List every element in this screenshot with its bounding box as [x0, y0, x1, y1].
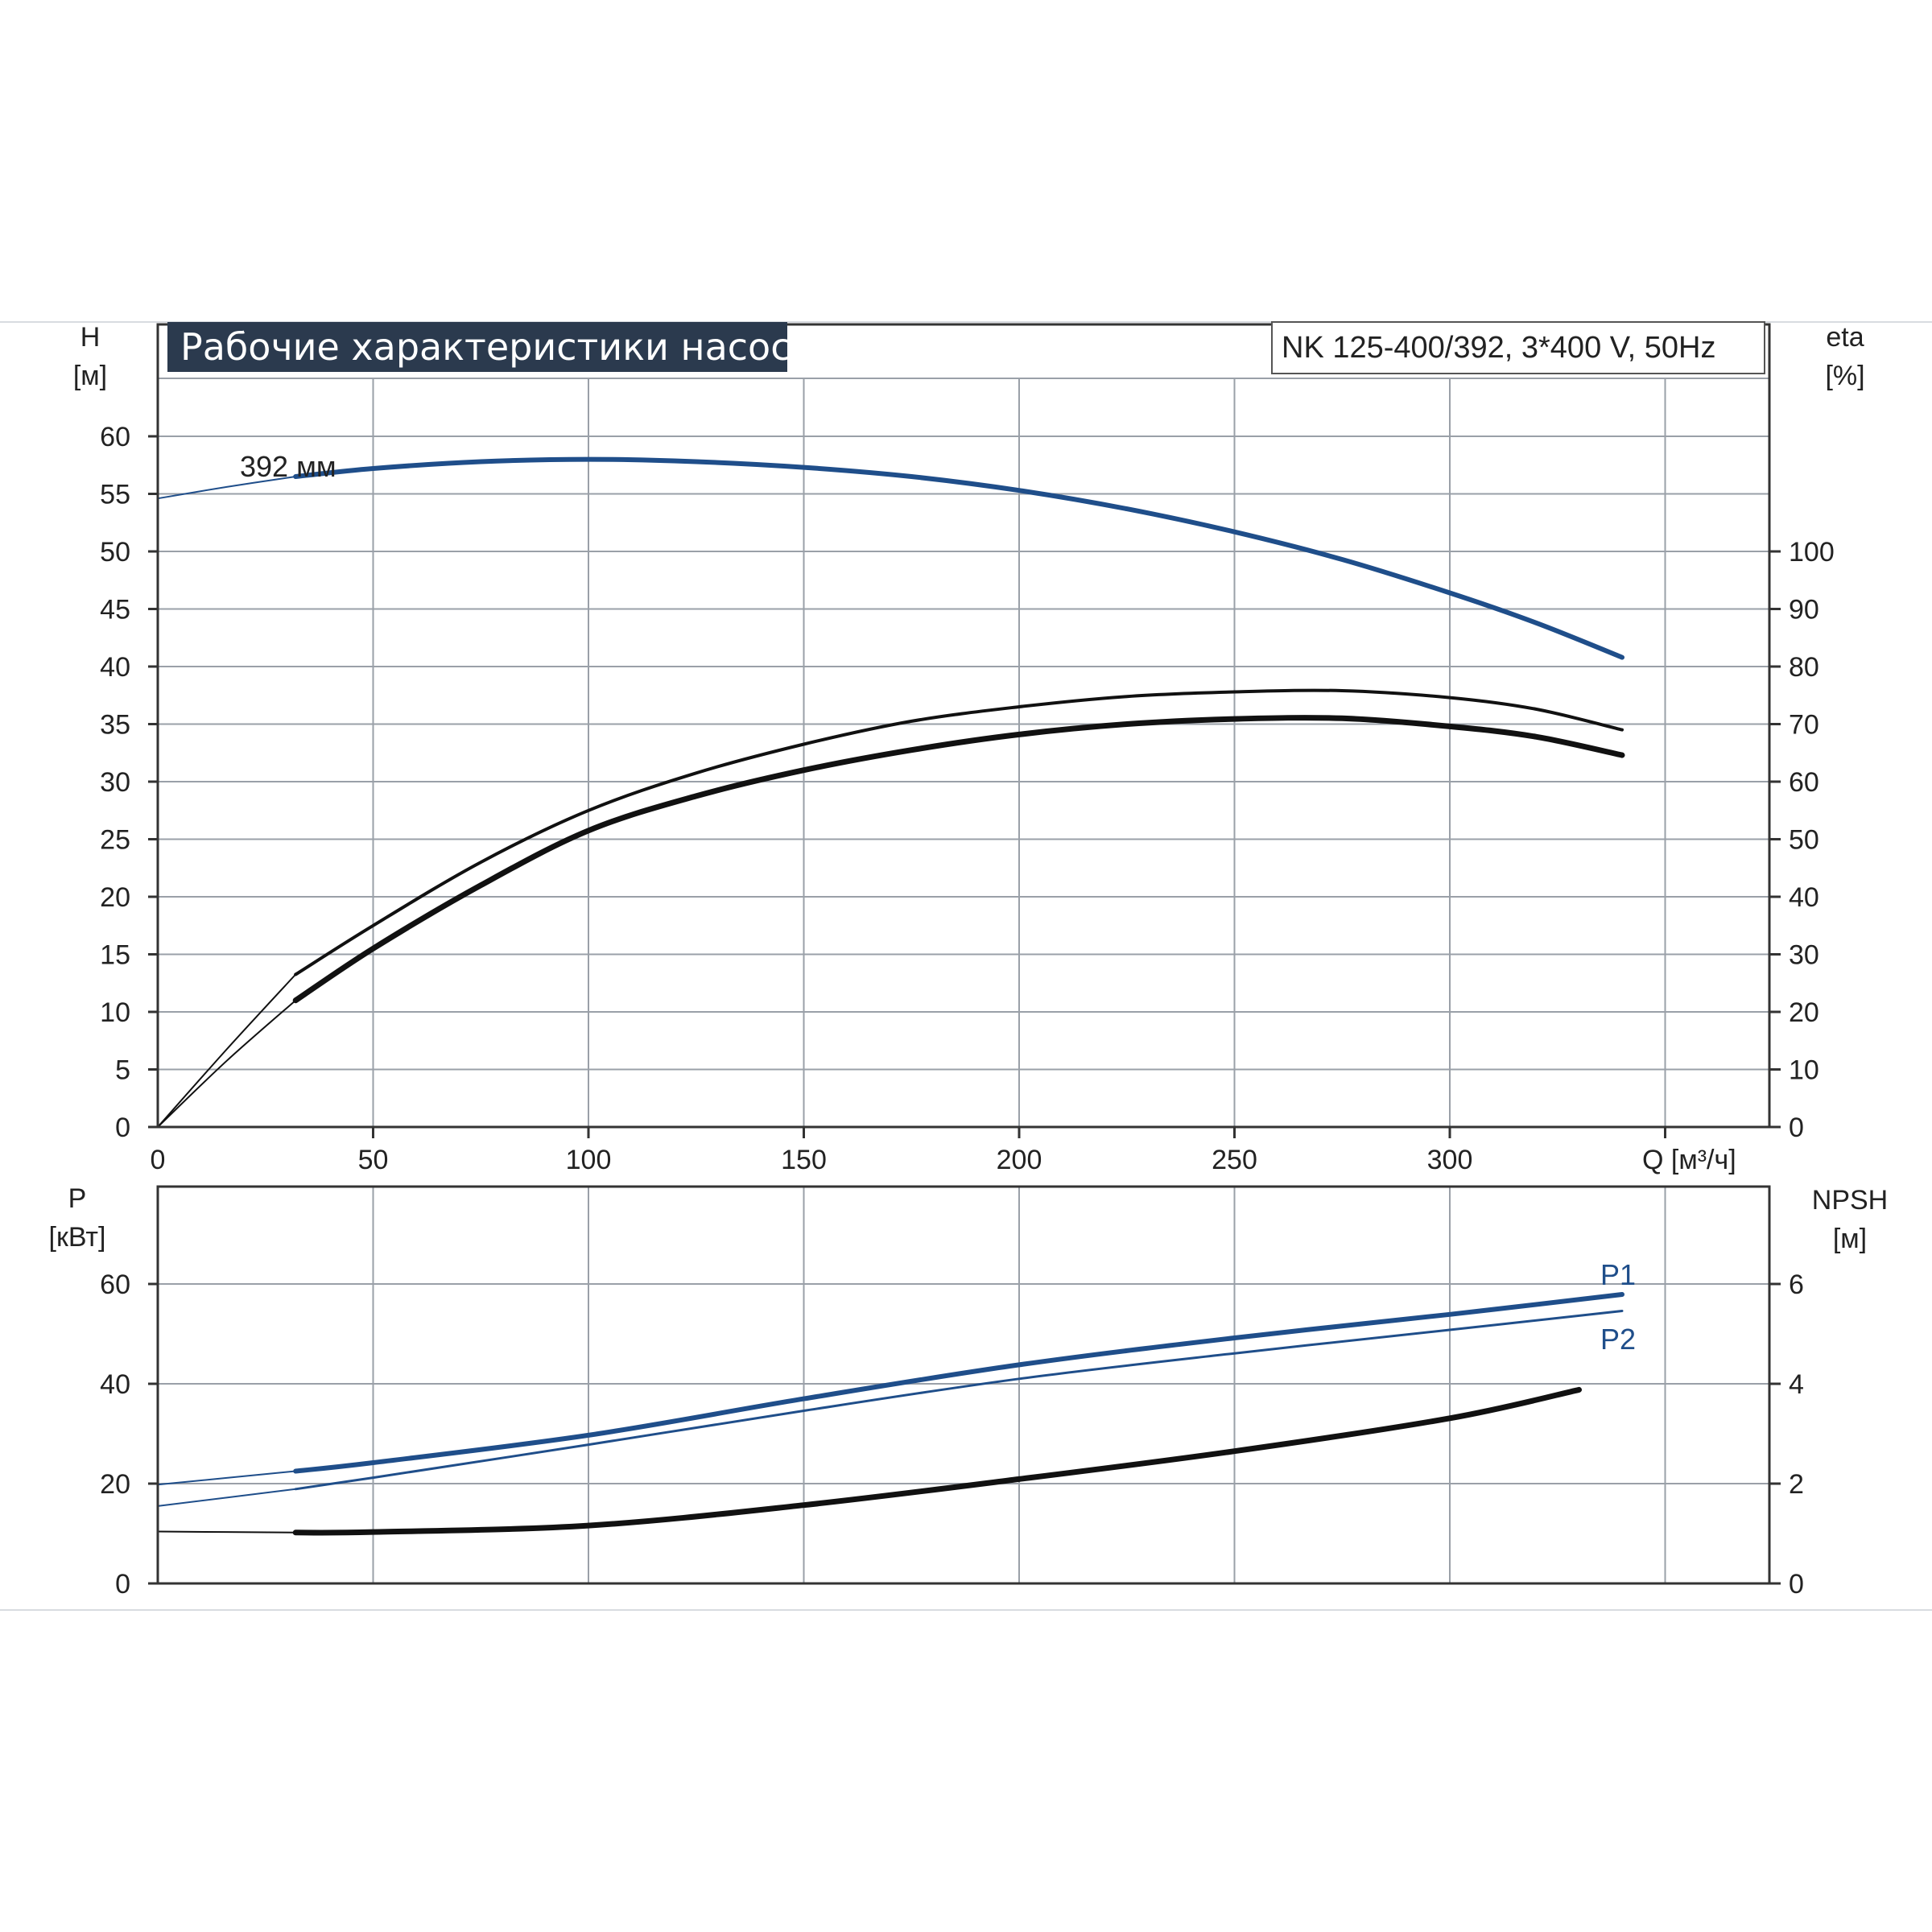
upper-ticks: 0 50 100 150 200 250 3000510152025303540455055… [100, 422, 1835, 1175]
eta-tick-label: 100 [1789, 537, 1835, 568]
lower-plot: 0 20 40 60 0 2 4 6 [100, 1185, 1804, 1600]
chart-title: Рабочие характеристики насоса [180, 325, 814, 369]
p2-series-label: P2 [1600, 1323, 1636, 1356]
lower-grid [158, 1187, 1769, 1583]
x-tick-label: 300 [1427, 1145, 1473, 1175]
p-axis-label: P [68, 1183, 87, 1214]
eta-tick-label: 70 [1789, 710, 1819, 741]
h-tick-label: 50 [100, 537, 130, 568]
upper-series-line-2 [294, 688, 1624, 976]
lower-plot-border [156, 1185, 1771, 1585]
x-tick-label: 50 [358, 1145, 389, 1175]
p-tick-label: 40 [100, 1369, 130, 1400]
x-tick-label: 250 [1212, 1145, 1257, 1175]
h-tick-label: 0 [115, 1113, 130, 1143]
h-tick-label: 15 [100, 940, 130, 971]
lower-series [157, 1292, 1624, 1536]
p-axis-unit: [кВт] [49, 1222, 106, 1253]
npsh-axis-unit: [м] [1833, 1224, 1867, 1254]
lower-series-line-4 [292, 1386, 1582, 1536]
title-box [167, 322, 787, 372]
upper-plot-border [156, 323, 1771, 1129]
x-tick-label: 100 [566, 1145, 612, 1175]
lower-series-line-1 [157, 1470, 297, 1486]
eta-tick-label: 30 [1789, 940, 1819, 971]
impeller-diameter-label: 392 мм [240, 450, 336, 483]
h-tick-label: 40 [100, 652, 130, 683]
model-box [1271, 321, 1765, 374]
npsh-tick-label: 2 [1789, 1469, 1804, 1500]
h-axis-label: H [80, 322, 101, 353]
lower-series-line-0 [293, 1292, 1624, 1474]
p-tick-label: 20 [100, 1469, 130, 1500]
p-tick-label: 60 [100, 1269, 130, 1300]
upper-series-line-1 [157, 476, 297, 500]
x-tick-label: 0 [151, 1145, 166, 1175]
eta-tick-label: 40 [1789, 882, 1819, 913]
h-tick-label: 35 [100, 710, 130, 741]
model-label: NK 125-400/392, 3*400 V, 50Hz [1282, 331, 1715, 365]
lower-series-line-2 [294, 1310, 1624, 1491]
upper-grid [158, 378, 1769, 1127]
lower-series-line-5 [157, 1530, 297, 1534]
upper-series-line-4 [292, 715, 1625, 1004]
eta-axis-label: eta [1826, 322, 1864, 353]
h-tick-label: 10 [100, 997, 130, 1028]
eta-tick-label: 10 [1789, 1055, 1819, 1086]
x-tick-label: 150 [781, 1145, 827, 1175]
x-tick-label: 200 [997, 1145, 1042, 1175]
eta-tick-label: 60 [1789, 767, 1819, 798]
eta-axis-unit: [%] [1825, 361, 1864, 391]
eta-tick-label: 50 [1789, 825, 1819, 856]
h-tick-label: 45 [100, 595, 130, 625]
h-tick-label: 30 [100, 767, 130, 798]
upper-series-line-5 [157, 999, 297, 1128]
npsh-axis-label: NPSH [1812, 1185, 1888, 1216]
lower-series-line-3 [157, 1488, 297, 1507]
upper-series [157, 456, 1625, 1128]
eta-tick-label: 80 [1789, 652, 1819, 683]
npsh-tick-label: 4 [1789, 1369, 1804, 1400]
eta-tick-label: 20 [1789, 997, 1819, 1028]
q-axis-label: Q [м³/ч] [1642, 1145, 1736, 1175]
h-tick-label: 55 [100, 480, 130, 510]
h-tick-label: 20 [100, 882, 130, 913]
eta-tick-label: 90 [1789, 595, 1819, 625]
h-tick-label: 5 [115, 1055, 130, 1086]
lower-ticks: 0 20 40 60 0 2 4 6 [100, 1269, 1804, 1600]
h-axis-unit: [м] [73, 361, 107, 391]
eta-tick-label: 0 [1789, 1113, 1804, 1143]
p-tick-label: 0 [115, 1569, 130, 1600]
upper-series-line-0 [293, 456, 1624, 660]
upper-plot: 0 50 100 150 200 250 3000510152025303540455055… [100, 323, 1835, 1175]
p1-series-label: P1 [1600, 1258, 1636, 1291]
npsh-tick-label: 6 [1789, 1269, 1804, 1300]
h-tick-label: 60 [100, 422, 130, 452]
upper-series-line-3 [157, 973, 297, 1128]
npsh-tick-label: 0 [1789, 1569, 1804, 1600]
h-tick-label: 25 [100, 825, 130, 856]
